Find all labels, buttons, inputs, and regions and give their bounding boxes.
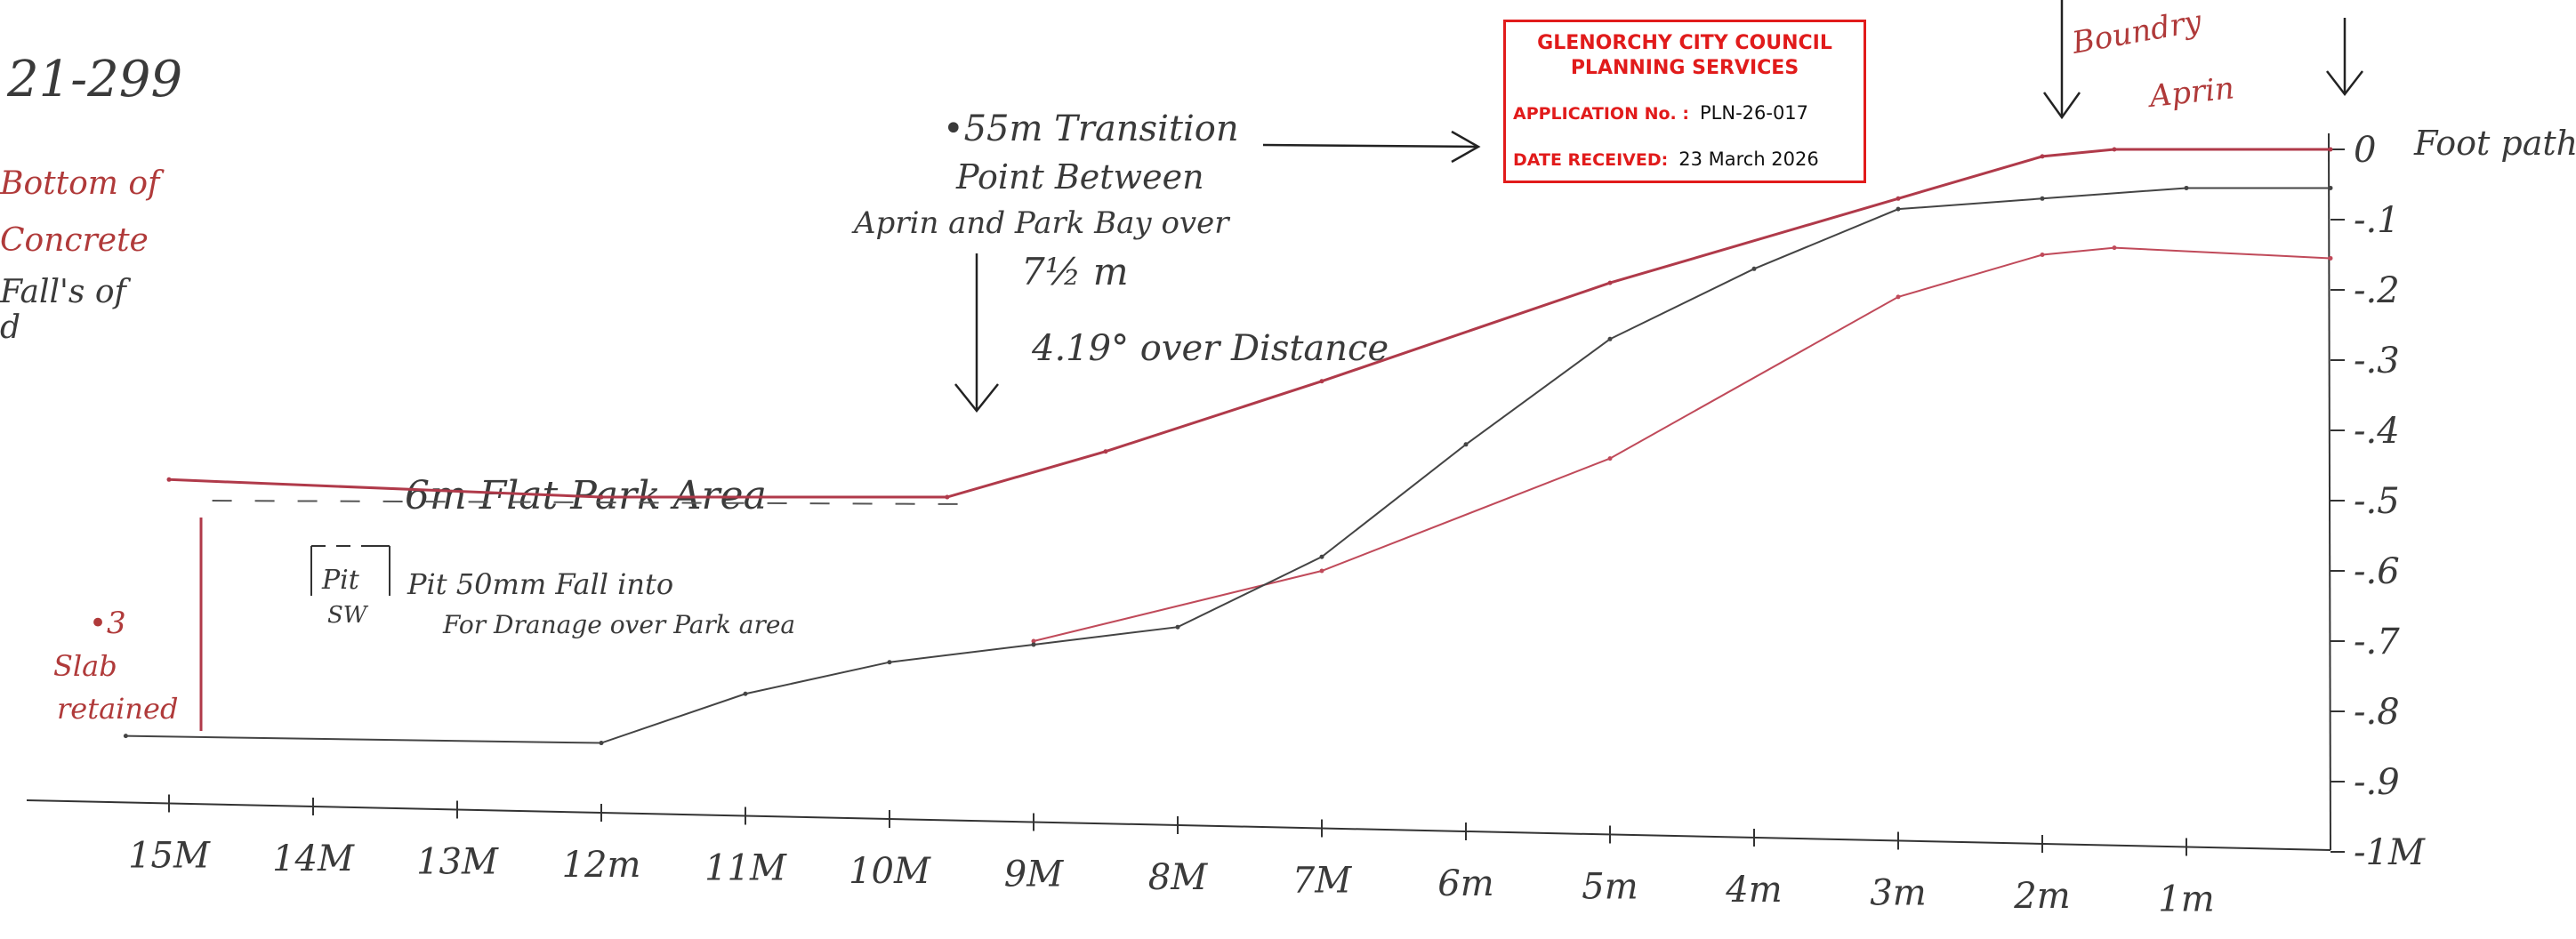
- x-tick-label: 10M: [849, 851, 931, 892]
- y-tick-group: 0 -.1 -.2 -.3 -.4 -.5 -.6 -.7 -.8 -.9 -1M: [2330, 130, 2426, 873]
- arrow-down-boundary: [2042, 0, 2081, 120]
- series-point: [2184, 185, 2189, 190]
- y-tick-label: -.5: [2354, 481, 2400, 522]
- stamp-application-row: APPLICATION No. : PLN-26-017: [1513, 102, 1808, 124]
- stamp-date-label: DATE RECEIVED:: [1513, 150, 1669, 170]
- x-tick-label: 2m: [2013, 876, 2070, 917]
- x-tick-label: 4m: [1725, 870, 1782, 911]
- series-line-3: [125, 187, 2330, 744]
- x-tick-label: 6m: [1437, 863, 1493, 904]
- series-point: [2328, 185, 2333, 190]
- series-point: [743, 691, 748, 696]
- reference-number: 21-299: [6, 51, 182, 108]
- left-note-line-3: Fall's of: [0, 274, 132, 310]
- pit-note-line-1: Pit 50mm Fall into: [407, 567, 673, 601]
- series-point: [945, 494, 950, 500]
- series-point: [1103, 449, 1108, 454]
- y-tick-label: -.4: [2354, 411, 2400, 452]
- transition-note-line-2: Point Between: [955, 157, 1204, 197]
- x-tick-label: 1m: [2158, 879, 2214, 920]
- transition-note-line-1: •55m Transition: [943, 108, 1239, 149]
- series-line-2: [1033, 246, 2331, 642]
- series-point: [1031, 638, 1036, 644]
- series-point: [1463, 442, 1469, 447]
- series-point: [1319, 568, 1324, 574]
- series-point: [166, 477, 172, 482]
- y-tick-label: -.2: [2354, 270, 2400, 311]
- series-point: [599, 741, 604, 746]
- series-point: [1319, 554, 1324, 559]
- series-point: [1896, 294, 1901, 300]
- apron-label: Aprin: [2145, 70, 2236, 115]
- left-note-line-1: Bottom of: [0, 165, 165, 202]
- y-tick-label: -.6: [2354, 551, 2400, 592]
- pit-label: Pit: [321, 565, 360, 596]
- left-note-line-2: Concrete: [0, 222, 149, 259]
- x-tick-label: 7M: [1292, 861, 1352, 902]
- x-tick-label: 9M: [1004, 855, 1064, 895]
- x-tick-group: 15M 14M 13M 12m 11M 10M 9M 8M 7M 6m 5m 4m 3m 2m 1m: [128, 794, 2215, 920]
- arrow-down-footpath: [2326, 18, 2363, 97]
- stamp-date-row: DATE RECEIVED: 23 March 2026: [1513, 148, 1819, 170]
- series-point: [2040, 154, 2045, 159]
- series-point: [1607, 280, 1613, 285]
- series-point: [2040, 196, 2045, 201]
- council-stamp: GLENORCHY CITY COUNCIL PLANNING SERVICES…: [1503, 20, 1866, 183]
- stamp-title-line-1: GLENORCHY CITY COUNCIL: [1537, 32, 1832, 54]
- transition-note-line-4: 7½ m: [1021, 250, 1129, 293]
- x-tick-label: 5m: [1582, 867, 1638, 908]
- series-point: [1031, 642, 1036, 647]
- x-tick-label: 11M: [704, 848, 787, 889]
- series-point: [1175, 624, 1180, 630]
- series-point: [2112, 245, 2117, 251]
- series-point: [1896, 196, 1901, 201]
- x-tick-label: 3m: [1870, 873, 1926, 914]
- stamp-title-line-2: PLANNING SERVICES: [1570, 57, 1799, 79]
- y-axis: [2328, 132, 2331, 851]
- boundary-label: Boundry: [2069, 4, 2205, 61]
- x-tick-label: 15M: [128, 836, 211, 877]
- arrow-down-transition: [954, 253, 999, 413]
- y-tick-label: -.7: [2354, 622, 2400, 662]
- series-point: [2112, 147, 2117, 152]
- series-point: [2328, 255, 2333, 261]
- series-point: [1751, 266, 1757, 271]
- series-point: [887, 660, 892, 665]
- series-point: [599, 494, 604, 500]
- slab-note-line-1: •3: [89, 606, 126, 641]
- x-tick-label: 14M: [272, 839, 355, 879]
- left-note-line-4: d: [0, 309, 20, 346]
- stamp-application-number: PLN-26-017: [1700, 102, 1809, 124]
- y-tick-label: -.3: [2354, 341, 2400, 381]
- pit-note-line-2: For Dranage over Park area: [442, 610, 795, 639]
- pit-symbol: [310, 545, 390, 596]
- x-tick-label: 12m: [562, 845, 641, 886]
- y-tick-label: -.9: [2354, 762, 2400, 803]
- series-point: [1607, 336, 1613, 341]
- y-tick-label: -.8: [2354, 692, 2400, 733]
- slab-note-line-2: Slab: [53, 649, 117, 683]
- series-point: [2040, 253, 2045, 257]
- y-tick-label: -1M: [2354, 832, 2426, 873]
- y-tick-label: 0: [2354, 130, 2376, 171]
- series-point: [123, 734, 128, 739]
- series-layer: [123, 147, 2333, 746]
- arrow-to-stamp: [1262, 130, 1481, 164]
- series-point: [1607, 456, 1613, 461]
- series-point: [1319, 379, 1324, 384]
- slab-note-line-3: retained: [57, 692, 178, 726]
- x-tick-label: 13M: [416, 842, 499, 883]
- stamp-application-label: APPLICATION No. :: [1513, 104, 1689, 124]
- pit-sub-label: SW: [327, 602, 369, 629]
- y-tick-label: -.1: [2354, 200, 2400, 241]
- stamp-date-value: 23 March 2026: [1678, 148, 1819, 170]
- x-tick-label: 8M: [1148, 857, 1208, 898]
- angle-note: 4.19° over Distance: [1031, 328, 1389, 369]
- series-line-1: [168, 148, 2330, 499]
- footpath-label: Foot path: [2413, 124, 2576, 163]
- series-point: [2328, 147, 2333, 152]
- transition-note-line-3: Aprin and Park Bay over: [851, 205, 1230, 241]
- series-point: [1896, 206, 1901, 212]
